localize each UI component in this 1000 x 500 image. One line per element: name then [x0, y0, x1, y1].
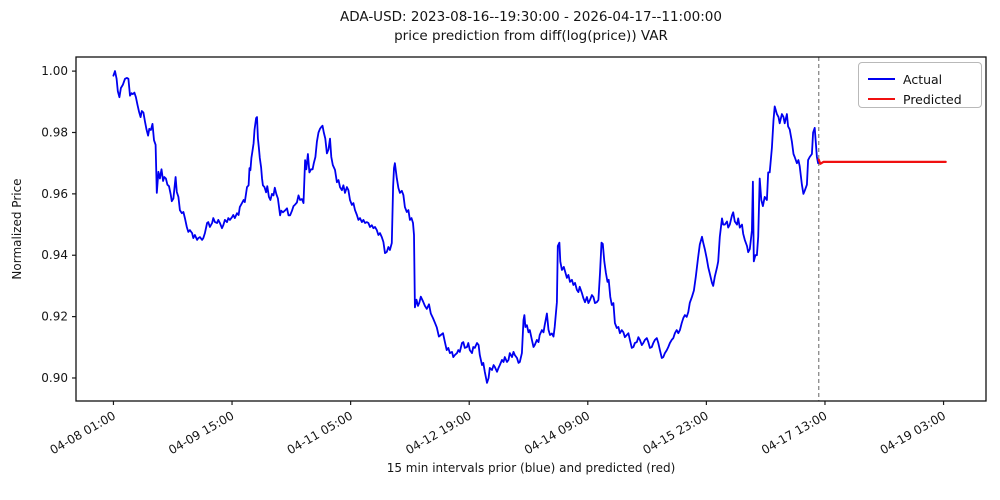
x-tick-label: 04-15 23:00: [640, 408, 710, 457]
x-tick-label: 04-12 19:00: [403, 408, 473, 457]
actual-line-swatch: [868, 78, 895, 80]
y-tick-label: 0.90: [41, 371, 68, 385]
legend-entry-predicted: Predicted: [868, 89, 972, 109]
x-tick-label: 04-08 01:00: [47, 408, 117, 457]
y-tick-label: 0.96: [41, 187, 68, 201]
x-tick-label: 04-11 05:00: [285, 408, 355, 457]
predicted-line: [817, 158, 947, 165]
chart-title: ADA-USD: 2023-08-16--19:30:00 - 2026-04-…: [76, 8, 986, 46]
y-tick-label: 1.00: [41, 64, 68, 78]
predicted-line-swatch: [868, 98, 895, 100]
plot-frame: [75, 56, 987, 402]
y-tick-label: 0.98: [41, 125, 68, 139]
legend-label-predicted: Predicted: [903, 91, 962, 107]
x-tick-label: 04-19 03:00: [878, 408, 948, 457]
x-axis-label: 15 min intervals prior (blue) and predic…: [386, 461, 676, 475]
legend: Actual Predicted: [858, 62, 982, 108]
chart-title-line1: ADA-USD: 2023-08-16--19:30:00 - 2026-04-…: [339, 9, 722, 25]
legend-label-actual: Actual: [903, 71, 943, 87]
x-tick-label: 04-14 09:00: [522, 408, 592, 457]
y-tick-label: 0.94: [41, 248, 68, 262]
actual-line: [112, 70, 820, 384]
legend-entry-actual: Actual: [868, 69, 972, 89]
chart-title-line2: price prediction from diff(log(price)) V…: [394, 28, 668, 44]
x-tick-label: 04-09 15:00: [166, 408, 236, 457]
y-tick-label: 0.92: [41, 310, 68, 324]
x-tick-label: 04-17 13:00: [759, 408, 829, 457]
